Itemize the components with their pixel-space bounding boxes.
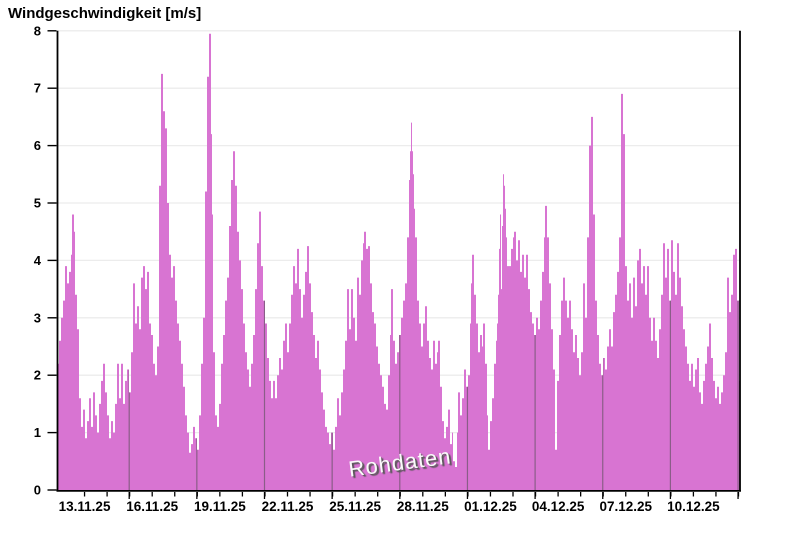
x-tick-label: 19.11.25	[194, 499, 246, 514]
y-tick-label: 6	[34, 138, 41, 153]
x-tick-label: 04.12.25	[532, 499, 585, 514]
x-tick-label: 01.12.25	[464, 499, 517, 514]
x-tick-label: 13.11.25	[59, 499, 111, 514]
y-tick-label: 2	[34, 368, 41, 383]
x-tick-label: 22.11.25	[262, 499, 314, 514]
wind-speed-area-series	[57, 33, 740, 490]
y-tick-label: 4	[34, 253, 42, 268]
x-tick-label: 10.12.25	[667, 499, 720, 514]
x-tick-label: 25.11.25	[329, 499, 381, 514]
x-tick-label: 07.12.25	[599, 499, 652, 514]
y-tick-label: 8	[34, 23, 41, 38]
y-tick-label: 1	[34, 425, 41, 440]
chart-title: Windgeschwindigkeit [m/s]	[8, 5, 202, 22]
y-tick-label: 7	[34, 81, 41, 96]
x-tick-label: 16.11.25	[126, 499, 178, 514]
y-tick-label: 3	[34, 310, 41, 325]
y-tick-label: 0	[34, 483, 41, 498]
x-tick-label: 28.11.25	[397, 499, 449, 514]
y-tick-label: 5	[34, 196, 41, 211]
